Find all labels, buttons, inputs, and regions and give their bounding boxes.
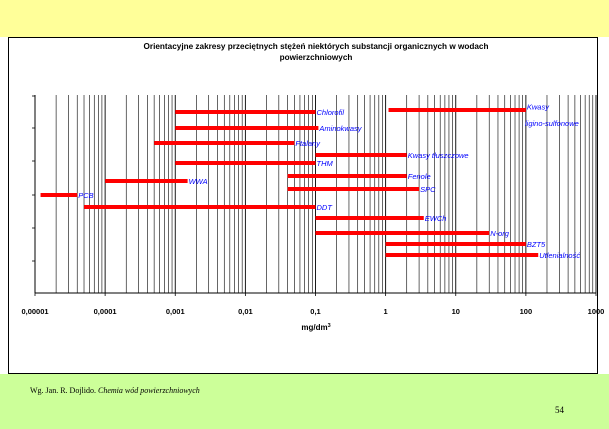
range-bar-1 — [175, 110, 316, 114]
range-bar-2 — [388, 108, 526, 112]
bottom-band — [0, 374, 609, 429]
range-label-12: EWCh — [425, 214, 447, 223]
range-bar-14 — [385, 242, 526, 246]
range-bar-7 — [287, 174, 407, 178]
x-tick-label: 100 — [520, 307, 533, 316]
range-bar-8 — [105, 179, 188, 183]
range-label-9: SPC — [420, 185, 436, 194]
x-tick-label: 1 — [384, 307, 388, 316]
range-bar-10 — [40, 193, 78, 197]
range-bar-4 — [154, 141, 295, 145]
x-tick-label: 0,1 — [310, 307, 320, 316]
range-label-2-line2: ligino-sulfonowe — [525, 119, 579, 128]
range-label-11: DDT — [317, 203, 334, 212]
range-label-15: Utlenialność — [539, 251, 580, 260]
range-bar-13 — [315, 231, 490, 235]
page-number: 54 — [555, 405, 564, 415]
x-tick-label: 10 — [452, 307, 460, 316]
range-label-10: PCB — [78, 191, 93, 200]
range-label-6: THM — [317, 159, 334, 168]
range-label-1: Chlorofil — [317, 108, 345, 117]
range-bar-3 — [175, 126, 319, 130]
range-label-3: Aminokwasy — [318, 124, 362, 133]
x-tick-label: 0,001 — [166, 307, 185, 316]
range-bar-6 — [175, 161, 316, 165]
chart-title-line2: powierzchniowych — [280, 53, 353, 62]
top-band — [0, 0, 609, 37]
source-book-title: Chemia wód powierzchniowych — [98, 386, 200, 395]
range-bar-5 — [315, 153, 407, 157]
range-label-14: BZT5 — [527, 240, 546, 249]
source-author: Wg. Jan. R. Dojlido. — [30, 386, 96, 395]
range-bar-15 — [385, 253, 539, 257]
range-label-4: Ftalany — [295, 139, 321, 148]
range-label-7: Fenole — [408, 172, 431, 181]
range-bar-9 — [287, 187, 420, 191]
range-bar-12 — [315, 216, 424, 220]
range-bar-11 — [84, 205, 316, 209]
x-tick-label: 0,01 — [238, 307, 253, 316]
chart-title: Orientacyjne zakresy przeciętnych stężeń… — [144, 42, 489, 51]
range-label-2: Kwasy — [527, 103, 550, 112]
x-tick-label: 0,0001 — [94, 307, 117, 316]
x-tick-label: 0,00001 — [21, 307, 48, 316]
range-label-8: WWA — [189, 177, 208, 186]
range-label-13: N-org — [490, 229, 510, 238]
source-citation: Wg. Jan. R. Dojlido. Chemia wód powierzc… — [30, 386, 200, 395]
x-axis-label: mg/dm3 — [301, 323, 330, 332]
range-label-5: Kwasy tłuszczowe — [408, 151, 469, 160]
x-tick-label: 1000 — [588, 307, 605, 316]
